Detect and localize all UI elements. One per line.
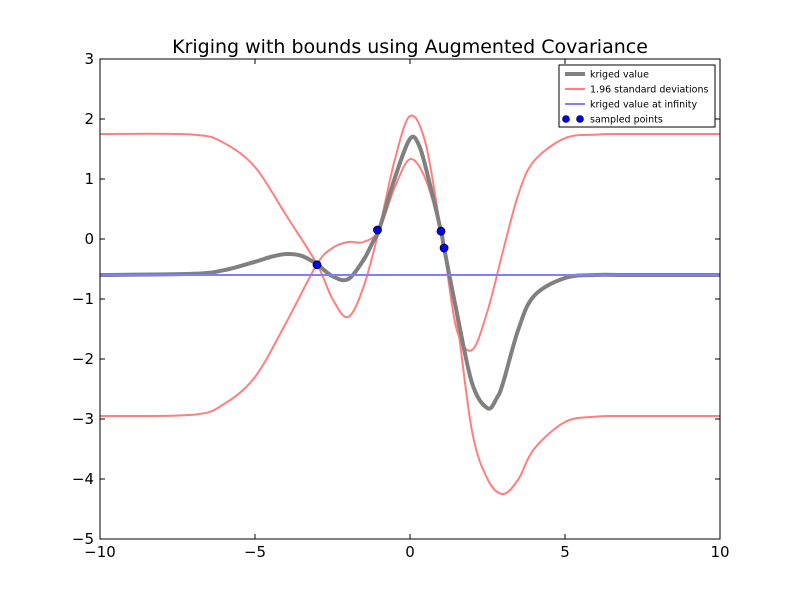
sampled-point xyxy=(439,243,449,253)
x-tick-label: 0 xyxy=(405,543,415,561)
x-tick-label: 10 xyxy=(710,543,729,561)
y-tick-label: 2 xyxy=(84,110,94,128)
y-tick-label: −1 xyxy=(72,290,94,308)
x-tick-label: −10 xyxy=(84,543,116,561)
y-tick-label: 0 xyxy=(84,230,94,248)
legend-label: sampled points xyxy=(590,115,663,126)
plot-area xyxy=(100,114,720,495)
chart-title: Kriging with bounds using Augmented Cova… xyxy=(172,36,648,58)
legend-label: 1.96 standard deviations xyxy=(590,85,708,96)
x-tick-label: −5 xyxy=(244,543,266,561)
y-tick-label: −2 xyxy=(72,350,94,368)
series-line-kriged-value xyxy=(100,134,720,411)
sampled-point xyxy=(312,260,322,270)
series-group xyxy=(100,114,720,495)
sampled-point xyxy=(436,226,446,236)
y-tick-label: 3 xyxy=(84,50,94,68)
y-tick-label: 1 xyxy=(84,170,94,188)
sampled-point xyxy=(373,225,382,235)
legend-label: kriged value at infinity xyxy=(590,100,698,111)
y-tick-label: −4 xyxy=(72,470,94,488)
series-line-upper-std-bound xyxy=(100,114,720,352)
legend-swatch-point xyxy=(562,115,570,123)
y-tick-label: −5 xyxy=(72,530,94,548)
x-tick-label: 5 xyxy=(560,543,570,561)
legend-label: kriged value xyxy=(590,70,649,81)
y-tick-label: −3 xyxy=(72,410,94,428)
series-line-lower-std-bound xyxy=(100,158,720,495)
legend: kriged value 1.96 standard deviations krig… xyxy=(558,64,716,128)
legend-swatch-point xyxy=(576,115,584,123)
